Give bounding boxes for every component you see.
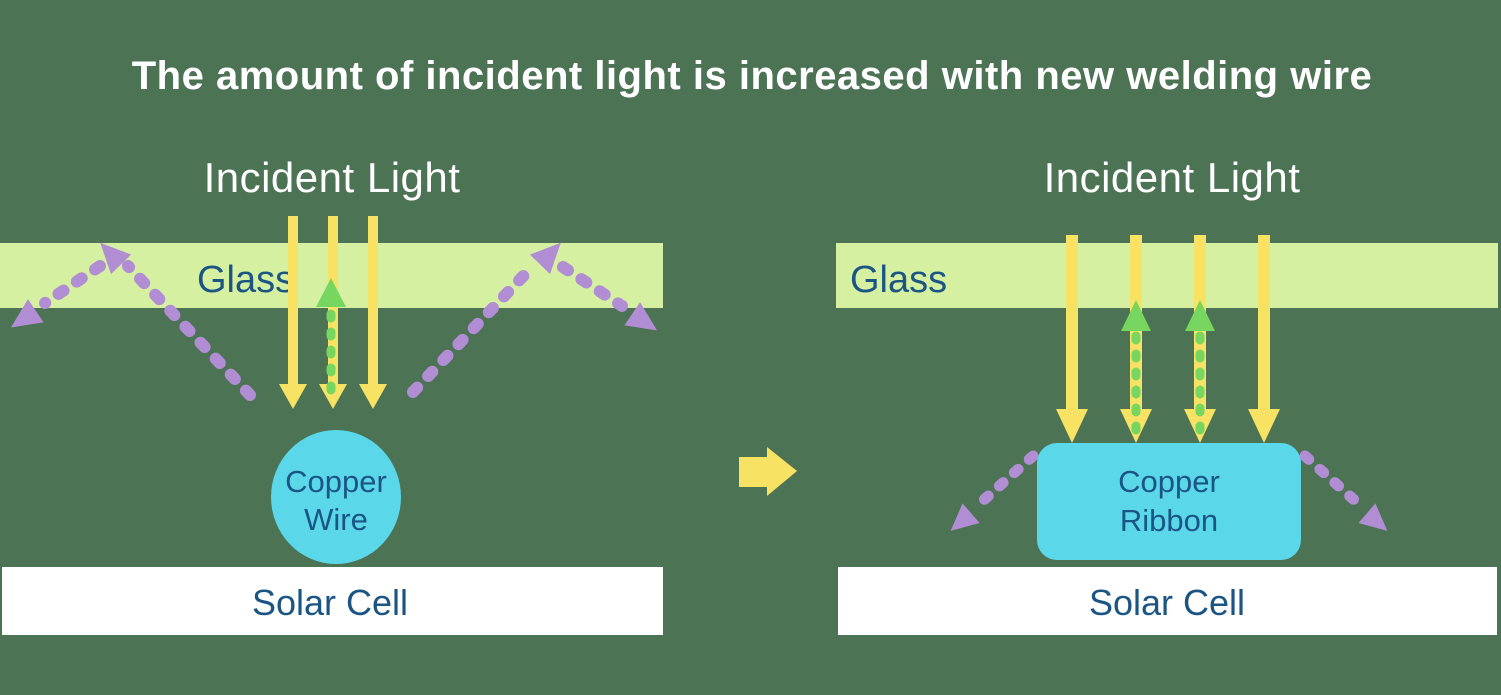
incident-arrow-shaft xyxy=(288,216,298,386)
copper-wire-circle xyxy=(271,430,401,564)
captured-arrow-head-icon xyxy=(1121,300,1151,331)
escaping-ray-peak-arrowhead-icon xyxy=(100,242,132,275)
escaping-ray-arrowhead-icon xyxy=(1358,503,1388,531)
escaping-ray-dashes xyxy=(971,450,1039,512)
escaping-ray-dashes xyxy=(122,260,256,401)
left-captured-arrow xyxy=(316,278,346,409)
right-incident-light-label: Incident Light xyxy=(1044,154,1301,201)
copper-ribbon-label-line1: Copper xyxy=(1118,464,1220,499)
left-solar-cell-label: Solar Cell xyxy=(252,582,408,623)
left-glass-label: Glass xyxy=(197,259,294,301)
left-panel: Incident Light Glass xyxy=(0,154,663,635)
copper-wire-label-line2: Wire xyxy=(304,502,368,537)
incident-arrow-head-icon xyxy=(359,384,387,409)
captured-arrow-head-icon xyxy=(1185,300,1215,331)
right-escaping-ray-left xyxy=(950,450,1039,531)
copper-ribbon-label-line2: Ribbon xyxy=(1120,503,1218,538)
incident-arrow-shaft xyxy=(1258,235,1270,411)
right-glass-label: Glass xyxy=(850,259,947,301)
left-escaping-ray-left xyxy=(10,242,256,401)
right-captured-arrows xyxy=(1121,300,1215,439)
escaping-ray-arrowhead-icon xyxy=(950,503,980,531)
right-glass-band xyxy=(836,243,1498,308)
transform-right-arrow-icon xyxy=(739,447,797,496)
captured-arrow-head-icon xyxy=(316,278,346,307)
escaping-ray-peak-arrowhead-icon xyxy=(529,242,561,275)
left-solar-cell-bar xyxy=(2,567,663,635)
right-panel: Incident Light Glass xyxy=(836,154,1498,635)
left-incident-light-label: Incident Light xyxy=(204,154,461,201)
incident-arrow-head-icon xyxy=(319,384,347,409)
incident-arrow-head-icon xyxy=(279,384,307,409)
incident-arrow-shaft xyxy=(368,216,378,386)
main-title: The amount of incident light is increase… xyxy=(132,54,1373,98)
right-escaping-ray-right xyxy=(1299,450,1388,531)
incident-arrow-shaft xyxy=(1066,235,1078,411)
copper-wire-label-line1: Copper xyxy=(285,464,387,499)
escaping-ray-dashes xyxy=(407,263,536,398)
escaping-ray-exit-arrowhead-icon xyxy=(10,299,44,328)
escaping-ray-exit-arrowhead-icon xyxy=(624,302,658,331)
escaping-ray-dashes xyxy=(557,261,628,312)
copper-ribbon-rect xyxy=(1037,443,1301,560)
escaping-ray-dashes xyxy=(39,260,106,309)
incident-arrow-head-icon xyxy=(1248,409,1280,443)
escaping-ray-dashes xyxy=(1299,450,1367,512)
right-solar-cell-label: Solar Cell xyxy=(1089,582,1245,623)
left-escaping-ray-right xyxy=(407,242,658,398)
incident-arrow-head-icon xyxy=(1056,409,1088,443)
right-solar-cell-bar xyxy=(838,567,1497,635)
